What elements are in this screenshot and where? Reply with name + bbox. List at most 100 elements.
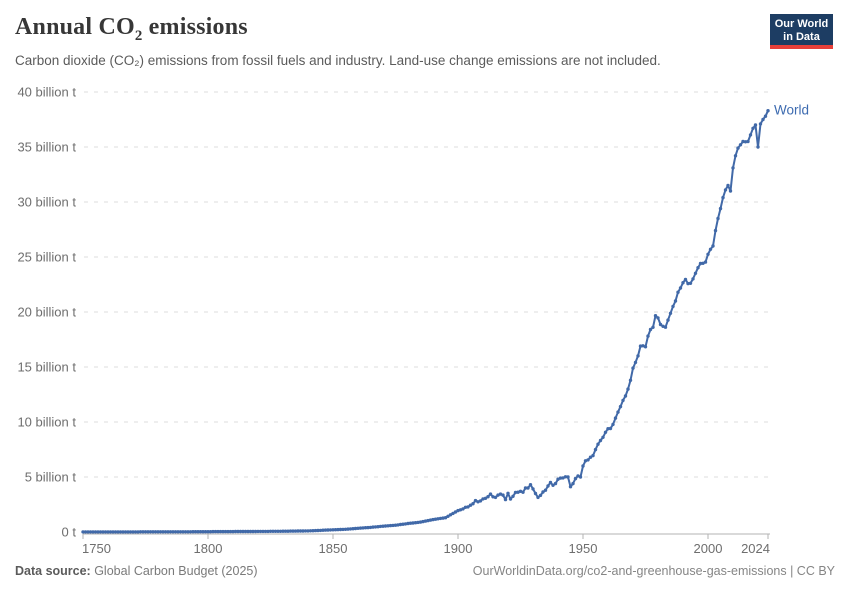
data-point-marker[interactable] — [361, 526, 365, 530]
data-point-marker[interactable] — [113, 530, 118, 534]
data-point-marker[interactable] — [693, 271, 698, 275]
data-point-marker[interactable] — [443, 516, 448, 520]
data-point-marker[interactable] — [746, 139, 750, 144]
data-point-marker[interactable] — [311, 529, 315, 533]
data-point-marker[interactable] — [756, 145, 760, 149]
data-point-marker[interactable] — [163, 530, 168, 534]
data-point-marker[interactable] — [116, 530, 120, 534]
data-point-marker[interactable] — [511, 494, 515, 498]
data-point-marker[interactable] — [251, 529, 255, 534]
data-point-marker[interactable] — [543, 488, 548, 492]
data-point-marker[interactable] — [206, 530, 210, 534]
data-point-marker[interactable] — [248, 529, 253, 534]
data-point-marker[interactable] — [158, 530, 163, 534]
data-point-marker[interactable] — [161, 530, 165, 534]
data-point-marker[interactable] — [588, 455, 593, 459]
data-point-marker[interactable] — [203, 530, 208, 534]
data-point-marker[interactable] — [273, 529, 278, 533]
data-point-marker[interactable] — [708, 247, 713, 251]
data-point-marker[interactable] — [253, 529, 258, 534]
data-point-marker[interactable] — [461, 507, 465, 511]
data-point-marker[interactable] — [528, 483, 533, 487]
data-point-marker[interactable] — [393, 523, 398, 527]
data-point-marker[interactable] — [368, 525, 373, 530]
data-point-marker[interactable] — [148, 530, 153, 534]
data-point-marker[interactable] — [406, 521, 410, 526]
data-point-marker[interactable] — [226, 529, 230, 534]
data-point-marker[interactable] — [373, 525, 378, 529]
data-point-marker[interactable] — [256, 529, 260, 534]
data-point-marker[interactable] — [236, 529, 240, 534]
data-point-marker[interactable] — [638, 344, 643, 348]
data-point-marker[interactable] — [611, 422, 615, 427]
data-point-marker[interactable] — [358, 526, 363, 530]
data-point-marker[interactable] — [631, 366, 635, 370]
data-point-marker[interactable] — [728, 189, 733, 193]
data-point-marker[interactable] — [578, 475, 583, 479]
data-point-marker[interactable] — [156, 530, 160, 534]
data-point-marker[interactable] — [126, 530, 130, 534]
data-point-marker[interactable] — [736, 146, 740, 150]
data-point-marker[interactable] — [433, 517, 438, 521]
data-point-marker[interactable] — [318, 528, 323, 533]
data-point-marker[interactable] — [221, 529, 225, 534]
data-point-marker[interactable] — [323, 528, 328, 532]
data-point-marker[interactable] — [208, 530, 213, 534]
data-point-marker[interactable] — [216, 529, 220, 534]
data-point-marker[interactable] — [201, 530, 205, 534]
data-point-marker[interactable] — [198, 530, 203, 534]
data-point-marker[interactable] — [98, 530, 103, 534]
data-point-marker[interactable] — [648, 327, 653, 332]
data-point-marker[interactable] — [723, 188, 728, 192]
data-point-marker[interactable] — [286, 529, 290, 533]
data-point-marker[interactable] — [326, 528, 330, 532]
data-point-marker[interactable] — [656, 316, 660, 320]
data-point-marker[interactable] — [228, 529, 233, 534]
data-point-marker[interactable] — [338, 527, 343, 532]
data-point-marker[interactable] — [468, 503, 473, 507]
data-point-marker[interactable] — [106, 530, 110, 534]
data-point-marker[interactable] — [321, 528, 325, 532]
data-point-marker[interactable] — [721, 195, 725, 200]
data-point-marker[interactable] — [571, 481, 575, 486]
data-point-marker[interactable] — [493, 495, 498, 500]
data-point-marker[interactable] — [441, 516, 445, 520]
data-point-marker[interactable] — [536, 495, 540, 500]
world-series-label[interactable]: World — [774, 103, 809, 118]
data-point-marker[interactable] — [101, 530, 105, 534]
data-point-marker[interactable] — [628, 378, 633, 382]
data-point-marker[interactable] — [176, 530, 180, 534]
data-point-marker[interactable] — [716, 216, 720, 221]
data-point-marker[interactable] — [363, 526, 368, 530]
data-point-marker[interactable] — [278, 529, 283, 533]
data-point-marker[interactable] — [523, 486, 528, 490]
data-point-marker[interactable] — [618, 404, 623, 409]
data-point-marker[interactable] — [613, 416, 618, 420]
data-point-marker[interactable] — [651, 325, 655, 329]
data-point-marker[interactable] — [193, 530, 198, 534]
data-point-marker[interactable] — [658, 322, 663, 327]
data-point-marker[interactable] — [758, 122, 763, 126]
data-point-marker[interactable] — [353, 526, 358, 531]
data-point-marker[interactable] — [568, 485, 573, 489]
data-point-marker[interactable] — [463, 505, 468, 509]
data-point-marker[interactable] — [333, 528, 338, 532]
data-point-marker[interactable] — [738, 143, 743, 147]
data-point-marker[interactable] — [558, 476, 563, 480]
data-point-marker[interactable] — [563, 475, 568, 479]
data-point-marker[interactable] — [676, 290, 680, 294]
emissions-line[interactable] — [82, 109, 769, 533]
data-point-marker[interactable] — [143, 530, 148, 534]
data-point-marker[interactable] — [191, 530, 195, 534]
data-point-marker[interactable] — [296, 529, 300, 533]
data-point-marker[interactable] — [726, 183, 730, 188]
data-point-marker[interactable] — [733, 154, 738, 158]
data-point-marker[interactable] — [446, 514, 450, 518]
data-point-marker[interactable] — [213, 529, 218, 534]
data-point-marker[interactable] — [173, 530, 178, 534]
data-point-marker[interactable] — [86, 530, 90, 534]
data-point-marker[interactable] — [331, 528, 335, 532]
data-point-marker[interactable] — [513, 490, 518, 495]
data-point-marker[interactable] — [268, 529, 273, 533]
data-point-marker[interactable] — [408, 521, 413, 525]
